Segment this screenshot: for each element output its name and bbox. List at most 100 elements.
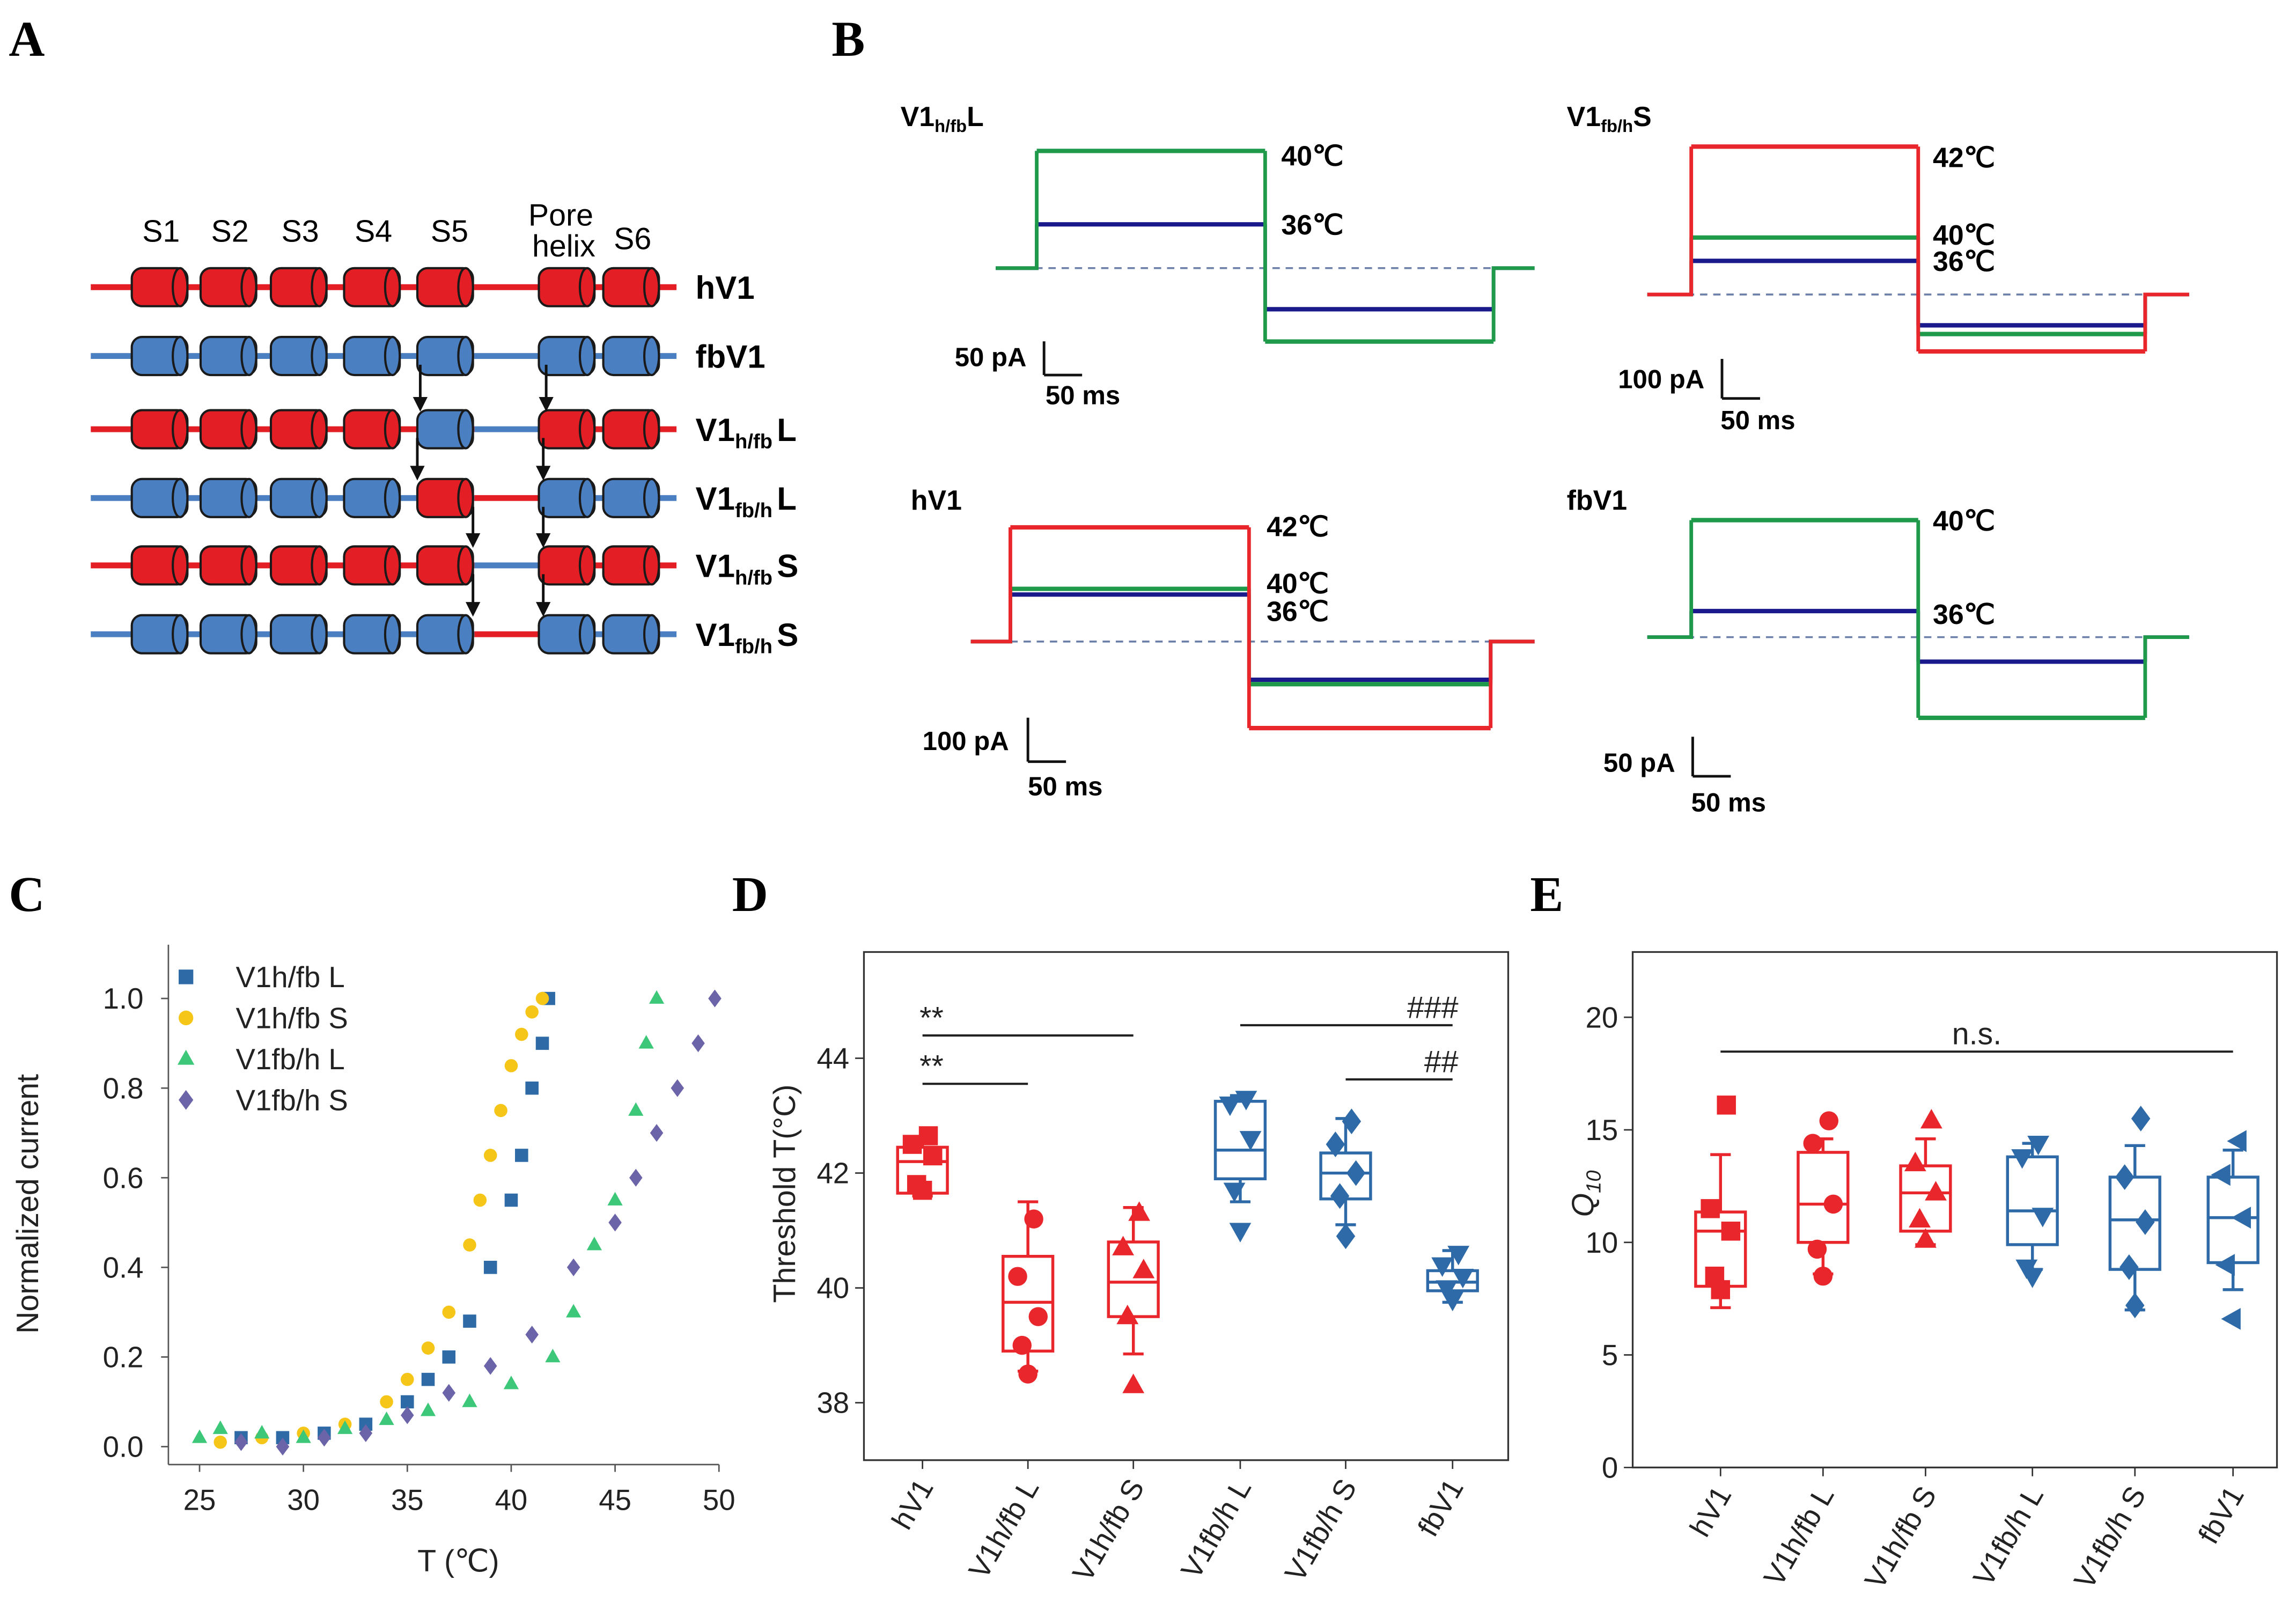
x-tick-label: hV1 [1683,1481,1738,1542]
marker [1028,1307,1048,1326]
construct-name-suffix: L [777,412,797,448]
marker [629,1168,643,1187]
y-tick-label: 44 [816,1042,849,1075]
trace-title-suffix: L [967,101,984,132]
y-tick-label: 10 [1585,1226,1618,1259]
trace-label: 42℃ [1267,511,1329,542]
construct-name-suffix: S [777,617,798,653]
trace-edge [970,594,1535,680]
arrow-head [413,396,428,412]
marker [179,969,194,984]
marker [1915,1228,1937,1248]
trace-edge [970,589,1535,685]
significance-label: ### [1407,990,1459,1025]
scale-label: 50 ms [1046,381,1120,410]
marker [1447,1246,1470,1266]
marker [2120,1254,2139,1280]
panel-label: A [9,12,45,67]
scale-label: 50 ms [1720,406,1795,435]
marker [2136,1209,2155,1235]
marker [2027,1135,2049,1156]
x-tick-label: V1fb/h L [1175,1473,1257,1584]
marker [515,1027,528,1041]
segment-label: S3 [282,215,319,249]
marker [691,1034,705,1053]
box [1213,1100,1267,1180]
trace-edge [1647,146,2189,352]
scale-label: 100 pA [923,727,1009,756]
helix-cap [384,267,401,307]
segment-label: S6 [614,222,651,256]
helix-cap [240,336,257,377]
marker [515,1149,528,1162]
helix-cap [311,614,328,655]
marker [607,1192,623,1206]
scale-label: 50 ms [1028,772,1102,801]
x-tick-label: V1fb/h S [2067,1481,2152,1594]
helix-cap [172,336,189,377]
helix-cap [240,477,257,518]
x-tick-label: 30 [287,1483,320,1516]
trace-label: 36℃ [1281,209,1343,240]
helix-cap [172,614,189,655]
helix-cap [457,477,474,518]
marker [1012,1335,1032,1355]
trace-edge [996,151,1535,342]
marker [1018,1364,1037,1384]
marker [1721,1222,1741,1241]
marker [2021,1268,2044,1288]
significance-label: n.s. [1952,1017,2001,1051]
arrow-head [410,466,425,481]
scale-label: 50 pA [955,343,1027,372]
trace-label: 36℃ [1267,596,1329,627]
construct-name-main: V1 [696,548,735,584]
marker [525,1326,539,1344]
arrow-head [539,396,554,412]
trace-title-main: V1 [901,101,934,132]
marker [483,1149,497,1162]
x-tick-label: 40 [495,1483,528,1516]
marker [504,1193,518,1207]
construct-name: V1h/fb L [696,412,797,453]
helix-cap [311,409,328,450]
marker [420,1402,436,1416]
marker [608,1214,622,1232]
marker [442,1384,456,1402]
marker [1819,1111,1839,1130]
arrow-head [536,466,551,481]
marker [337,1420,353,1434]
y-axis-label: Q10 [1566,1170,1606,1217]
y-axis-label-main: Q [1566,1193,1600,1217]
marker [401,1406,414,1424]
marker [1128,1201,1151,1221]
marker [318,1429,331,1447]
construct-name-main: V1 [696,617,735,653]
marker [586,1237,602,1251]
helix-cap [643,409,660,450]
helix-cap [240,614,257,655]
construct-name: V1fb/h S [696,617,799,658]
segment-label: S5 [431,215,468,249]
marker [1219,1096,1241,1116]
helix-cap [578,545,596,586]
marker [1024,1209,1043,1229]
plot-frame [863,951,1510,1461]
marker [421,1372,435,1386]
marker [296,1429,311,1443]
marker [379,1411,394,1425]
y-tick-label: 20 [1585,1001,1618,1034]
y-tick-label: 1.0 [103,982,144,1015]
x-tick-label: V1h/fb S [1858,1481,1943,1594]
marker [671,1079,685,1097]
trace-title: V1fb/hS [1567,101,1652,136]
marker [545,1349,561,1363]
marker [1346,1160,1366,1186]
marker [192,1429,208,1443]
x-tick-label: V1fb/h L [1967,1481,2049,1592]
segment-label: S2 [211,215,248,249]
y-tick-label: 38 [816,1387,849,1420]
scale-label: 50 pA [1603,749,1675,778]
trace-label: 36℃ [1933,599,1995,630]
